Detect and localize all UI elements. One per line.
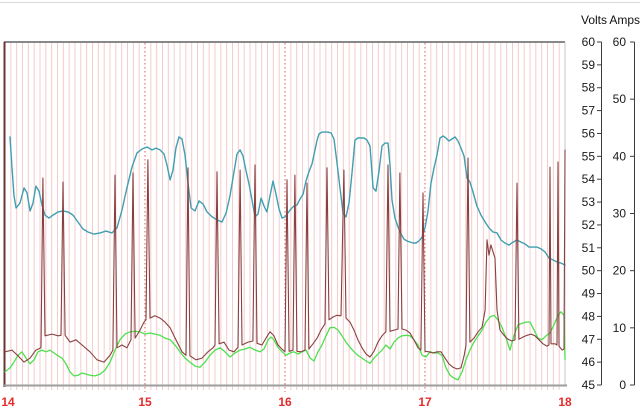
- volts-tick-label: 60: [582, 35, 596, 49]
- volts-tick-label: 53: [582, 195, 596, 209]
- volts-tick-label: 58: [582, 81, 596, 95]
- amps-tick-label: 0: [619, 378, 626, 392]
- volts-tick-label: 47: [582, 332, 596, 346]
- amps-tick-label: 60: [613, 35, 627, 49]
- x-tick-label-16: 16: [278, 395, 292, 409]
- series-amps-brown-line: [4, 149, 566, 370]
- x-tick-label-17: 17: [418, 395, 432, 409]
- volts-tick-label: 55: [582, 149, 596, 163]
- volts-tick-label: 50: [582, 264, 596, 278]
- volts-tick-label: 48: [582, 309, 596, 323]
- volts-tick-label: 51: [582, 241, 596, 255]
- volts-tick-label: 56: [582, 126, 596, 140]
- volts-tick-label: 52: [582, 218, 596, 232]
- x-tick-label-14: 14: [1, 395, 15, 409]
- volts-tick-label: 59: [582, 58, 596, 72]
- amps-tick-label: 40: [613, 149, 627, 163]
- x-tick-label-15: 15: [138, 395, 152, 409]
- amps-tick-label: 50: [613, 92, 627, 106]
- volts-tick-label: 46: [582, 355, 596, 369]
- volts-tick-label: 45: [582, 378, 596, 392]
- plot-border-left: [3, 42, 6, 387]
- amps-tick-label: 20: [613, 264, 627, 278]
- x-tick-label-18: 18: [558, 395, 572, 409]
- volts-tick-label: 57: [582, 104, 596, 118]
- volts-tick-label: 54: [582, 172, 596, 186]
- plot-border-bottom: [3, 384, 567, 387]
- amps-tick-label: 30: [613, 207, 627, 221]
- amps-axis-title: Amps: [609, 13, 640, 27]
- volts-axis-title: Volts: [581, 13, 607, 27]
- volts-tick-label: 49: [582, 287, 596, 301]
- amps-tick-label: 10: [613, 321, 627, 335]
- series-volts-teal-line: [9, 131, 566, 266]
